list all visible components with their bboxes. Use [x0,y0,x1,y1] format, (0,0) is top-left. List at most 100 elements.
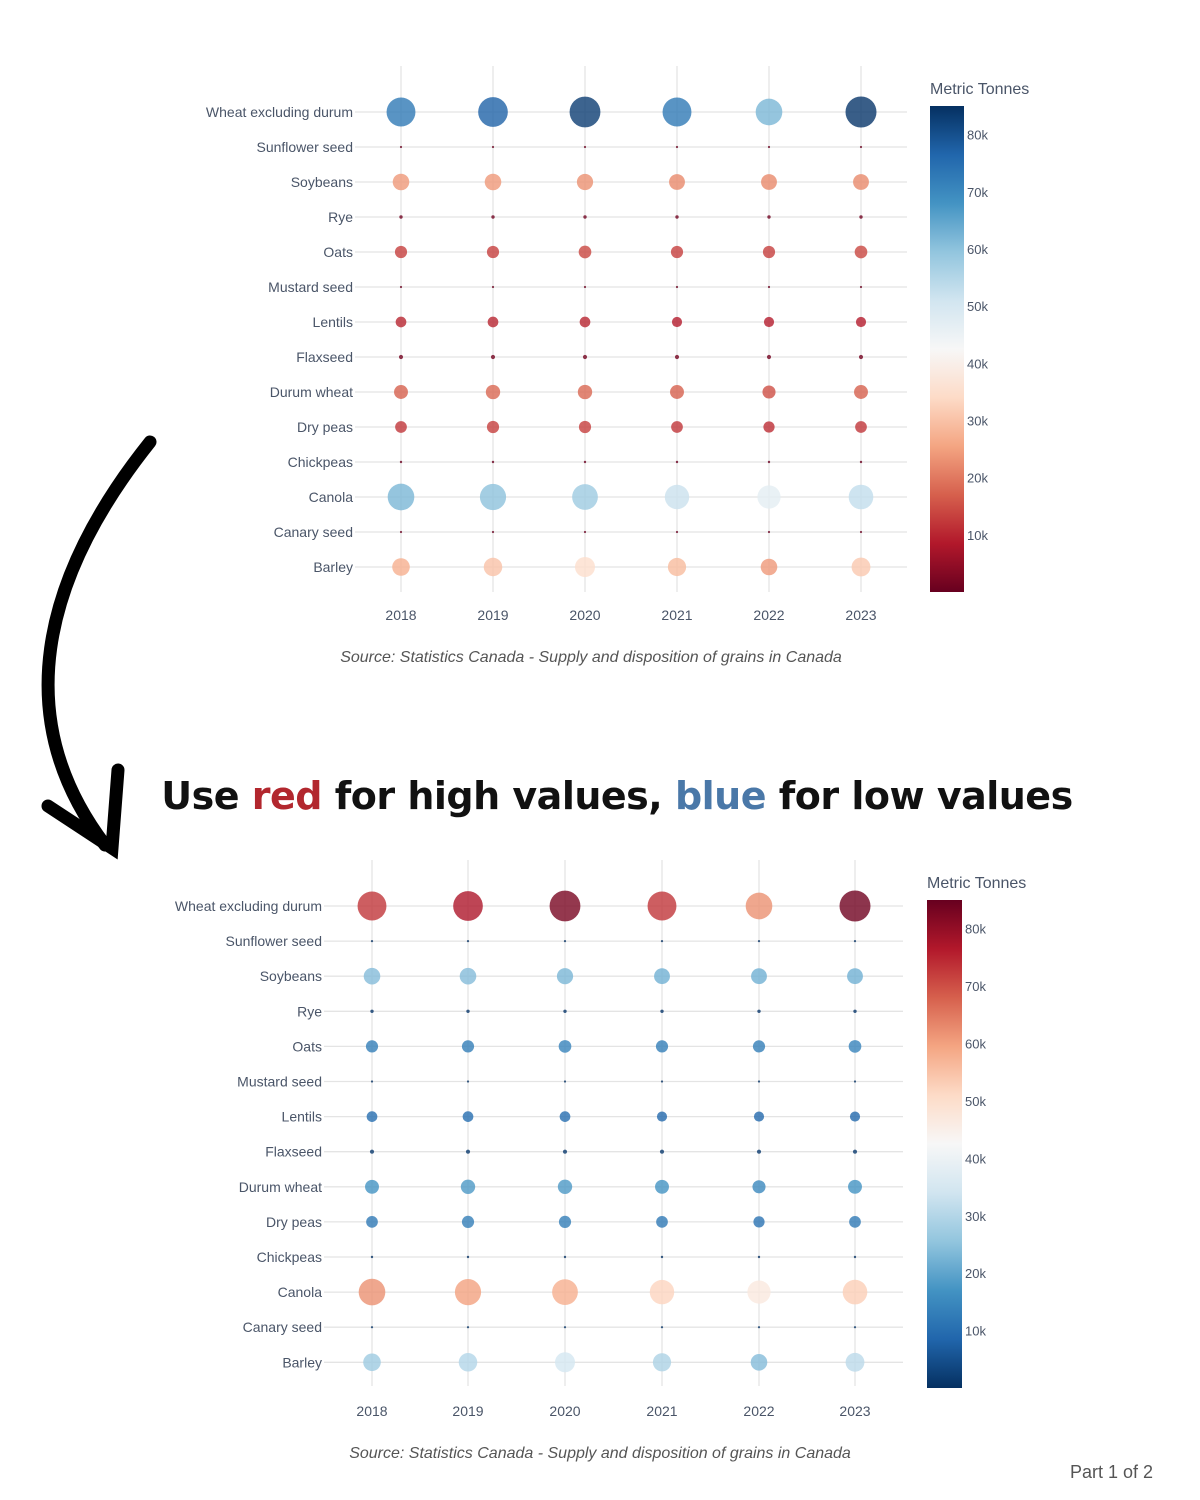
y-tick-label: Oats [292,1038,322,1054]
bubble [479,483,507,511]
bubble [558,1040,572,1053]
bubble-chart-top: Wheat excluding durum Sunflower seed Soybe… [206,66,1029,666]
bubble [583,215,587,219]
y-tick-label: Rye [297,1003,322,1019]
bubble [675,215,679,219]
bubble [649,1279,675,1305]
grid [324,860,903,1386]
colorbar-title: Metric Tonnes [927,875,1026,892]
bubble [578,420,592,434]
bubble [660,1255,664,1259]
colorbar-tick-label: 50k [967,299,988,314]
x-tick-label: 2022 [743,1403,774,1419]
bubble [849,1111,861,1122]
bubble [852,1149,858,1154]
bubble [453,891,483,921]
bubble [399,460,403,464]
bubble [845,1352,865,1372]
bubble [399,145,403,149]
bubble [387,483,415,511]
colorbar-tick-label: 70k [965,979,986,994]
bubble [752,1040,766,1053]
y-tick-label: Lentils [282,1109,322,1125]
bubble [670,245,684,259]
y-tick-label: Wheat excluding durum [206,104,353,120]
bubble [563,1255,567,1259]
source-note: Source: Statistics Canada - Supply and d… [340,649,842,666]
bubble [370,1009,374,1013]
bubble [563,940,567,943]
bubble [486,245,500,259]
y-tick-label: Barley [282,1354,322,1370]
bubble [577,384,593,400]
bubble [762,245,776,259]
bubble [398,354,404,360]
bubble [664,484,690,510]
bubble [853,1326,857,1329]
x-tick-label: 2021 [646,1403,677,1419]
bubble [767,285,771,289]
y-tick-label: Lentils [313,314,353,330]
bubble [370,1255,374,1259]
bubble [671,421,683,433]
bubble [366,1111,378,1122]
bubble [366,1216,378,1228]
bubble [478,97,508,127]
bubble [466,1326,470,1329]
x-tick-label: 2022 [753,607,784,623]
bubble [755,98,783,126]
bubble [363,967,381,985]
bubble [460,1179,476,1194]
colorbar-title: Metric Tonnes [930,81,1029,98]
bubble [762,385,776,399]
y-tick-label: Barley [313,559,353,575]
bubble [662,97,692,127]
bubble [855,316,867,328]
bubble [583,530,587,534]
bubble [491,285,495,289]
bubble [854,385,868,399]
bubble [842,1279,868,1305]
bubble [848,484,874,510]
colorbar-tick-label: 70k [967,185,988,200]
x-tick-label: 2018 [385,607,416,623]
y-tick-label: Canary seed [243,1319,322,1335]
bubble [660,1009,664,1013]
bubble [461,1215,475,1228]
bubble [552,1279,578,1305]
bubble [647,891,677,921]
bubbles [386,96,877,578]
headline-blue-word: blue [674,774,767,818]
bubble [579,316,591,328]
bubble [363,1353,381,1372]
y-tick-label: Chickpeas [257,1249,322,1265]
bubble [487,316,499,328]
bubble [761,174,777,190]
bubble [855,421,867,433]
y-tick-label: Rye [328,209,353,225]
bubble [675,460,679,464]
bubble [459,967,477,985]
bubble [763,421,775,433]
bubble [654,968,670,985]
bubble [854,245,868,259]
bubble [556,968,574,985]
bubble [458,1353,478,1372]
bubble [767,215,771,219]
headline-red-word: red [251,774,323,818]
bubble [660,1326,664,1329]
bubble [491,145,495,149]
y-tick-label: Canola [309,489,354,505]
bubble [370,940,374,943]
y-tick-label: Durum wheat [270,384,353,400]
bubble [757,1009,761,1013]
y-tick-label: Canola [278,1284,323,1300]
bubble [465,1149,471,1154]
bubble [656,1111,668,1122]
bubble [583,285,587,289]
bubble [757,1255,761,1259]
x-tick-label: 2018 [356,1403,387,1419]
bubble [767,145,771,149]
bubble [859,215,863,219]
bubble [365,1179,379,1194]
